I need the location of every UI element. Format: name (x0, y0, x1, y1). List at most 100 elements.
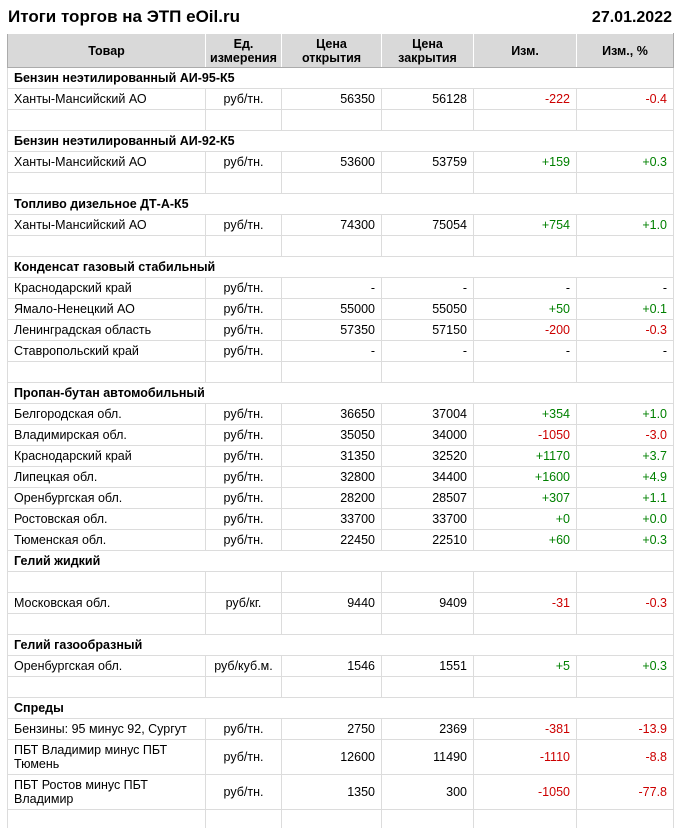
open-price-cell: 36650 (281, 403, 382, 425)
empty-cell (205, 613, 282, 635)
empty-cell (473, 361, 577, 383)
page-title: Итоги торгов на ЭТП eOil.ru (8, 7, 240, 26)
change-cell: +5 (473, 655, 577, 677)
change-pct-cell: - (576, 277, 674, 299)
change-pct-cell: +1.0 (576, 403, 674, 425)
close-price-cell: 22510 (381, 529, 474, 551)
spacer-row (7, 235, 674, 257)
empty-cell (381, 613, 474, 635)
close-price-cell: 34000 (381, 424, 474, 446)
table-body: Бензин неэтилированный АИ-95-К5 Ханты-Ман… (7, 67, 674, 828)
empty-cell (381, 172, 474, 194)
close-price-cell: - (381, 340, 474, 362)
unit-cell: руб/тн. (205, 403, 282, 425)
change-cell: -1050 (473, 424, 577, 446)
section-title: Конденсат газовый стабильный (7, 256, 674, 278)
empty-cell (381, 361, 474, 383)
section-title: Гелий жидкий (7, 550, 674, 572)
product-name-cell: Ханты-Мансийский АО (7, 88, 206, 110)
close-price-cell: - (381, 277, 474, 299)
empty-cell (473, 235, 577, 257)
empty-cell (7, 571, 206, 593)
change-pct-cell: -8.8 (576, 739, 674, 775)
unit-cell: руб/тн. (205, 424, 282, 446)
empty-cell (7, 809, 206, 828)
empty-cell (281, 676, 382, 698)
product-name-cell: Оренбургская обл. (7, 655, 206, 677)
spacer-row (7, 613, 674, 635)
empty-cell (205, 809, 282, 828)
open-price-cell: 55000 (281, 298, 382, 320)
empty-cell (576, 571, 674, 593)
spacer-row (7, 676, 674, 698)
unit-cell: руб/тн. (205, 774, 282, 810)
empty-cell (473, 109, 577, 131)
empty-cell (381, 109, 474, 131)
unit-cell: руб/тн. (205, 151, 282, 173)
change-pct-cell: -77.8 (576, 774, 674, 810)
open-price-cell: 9440 (281, 592, 382, 614)
section-title: Гелий газообразный (7, 634, 674, 656)
empty-cell (576, 676, 674, 698)
change-pct-cell: - (576, 340, 674, 362)
empty-cell (473, 571, 577, 593)
table-row: Ростовская обл. руб/тн. 33700 33700 +0 +0.0 (7, 508, 674, 530)
open-price-cell: 2750 (281, 718, 382, 740)
change-cell: -1050 (473, 774, 577, 810)
section-title: Бензин неэтилированный АИ-92-К5 (7, 130, 674, 152)
column-header-close-price: Цена закрытия (381, 33, 474, 68)
product-name-cell: Краснодарский край (7, 277, 206, 299)
empty-cell (381, 676, 474, 698)
table-row: Владимирская обл. руб/тн. 35050 34000 -1050-… (7, 424, 674, 446)
product-name-cell: Ставропольский край (7, 340, 206, 362)
close-price-cell: 75054 (381, 214, 474, 236)
close-price-cell: 2369 (381, 718, 474, 740)
change-cell: +159 (473, 151, 577, 173)
close-price-cell: 57150 (381, 319, 474, 341)
close-price-cell: 56128 (381, 88, 474, 110)
product-name-cell: Московская обл. (7, 592, 206, 614)
section-header-row: Пропан-бутан автомобильный (7, 382, 674, 404)
open-price-cell: 12600 (281, 739, 382, 775)
change-cell: -381 (473, 718, 577, 740)
close-price-cell: 53759 (381, 151, 474, 173)
change-pct-cell: -13.9 (576, 718, 674, 740)
table-row: Ставропольский край руб/тн. - - - - (7, 340, 674, 362)
change-pct-cell: -0.3 (576, 319, 674, 341)
empty-cell (205, 235, 282, 257)
unit-cell: руб/тн. (205, 445, 282, 467)
empty-cell (473, 613, 577, 635)
open-price-cell: 28200 (281, 487, 382, 509)
section-header-row: Спреды (7, 697, 674, 719)
section-title: Пропан-бутан автомобильный (7, 382, 674, 404)
change-cell: +307 (473, 487, 577, 509)
change-pct-cell: +3.7 (576, 445, 674, 467)
table-header: Товар Ед. измерения Цена открытия Цена з… (7, 33, 674, 68)
empty-cell (7, 613, 206, 635)
product-name-cell: Бензины: 95 минус 92, Сургут (7, 718, 206, 740)
section-header-row: Топливо дизельное ДТ-А-К5 (7, 193, 674, 215)
change-pct-cell: +1.1 (576, 487, 674, 509)
product-name-cell: Краснодарский край (7, 445, 206, 467)
table-row: Тюменская обл. руб/тн. 22450 22510 +60 +0.3 (7, 529, 674, 551)
close-price-cell: 11490 (381, 739, 474, 775)
unit-cell: руб/тн. (205, 340, 282, 362)
empty-cell (576, 172, 674, 194)
empty-cell (281, 109, 382, 131)
table-row: Липецкая обл. руб/тн. 32800 34400 +1600 +4.9 (7, 466, 674, 488)
empty-cell (381, 235, 474, 257)
empty-cell (473, 172, 577, 194)
change-pct-cell: +0.3 (576, 529, 674, 551)
change-pct-cell: +0.1 (576, 298, 674, 320)
open-price-cell: 1546 (281, 655, 382, 677)
empty-cell (381, 809, 474, 828)
section-title: Топливо дизельное ДТ-А-К5 (7, 193, 674, 215)
close-price-cell: 37004 (381, 403, 474, 425)
empty-cell (205, 571, 282, 593)
table-row: ПБТ Владимир минус ПБТ Тюмень руб/тн. 1260… (7, 739, 674, 775)
empty-cell (281, 235, 382, 257)
unit-cell: руб/тн. (205, 319, 282, 341)
open-price-cell: 35050 (281, 424, 382, 446)
open-price-cell: 33700 (281, 508, 382, 530)
